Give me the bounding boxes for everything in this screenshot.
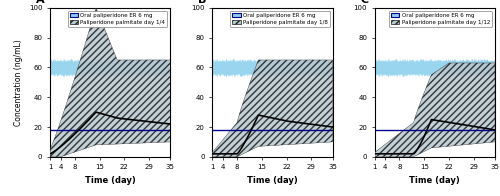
Legend: Oral paliperidone ER 6 mg, Paliperidone palmitate day 1/8: Oral paliperidone ER 6 mg, Paliperidone …	[230, 11, 330, 27]
Legend: Oral paliperidone ER 6 mg, Paliperidone palmitate day 1/4: Oral paliperidone ER 6 mg, Paliperidone …	[68, 11, 168, 27]
Y-axis label: Concentration (ng/mL): Concentration (ng/mL)	[14, 39, 24, 126]
X-axis label: Time (day): Time (day)	[247, 176, 298, 185]
Text: A: A	[36, 0, 44, 5]
Text: C: C	[360, 0, 368, 5]
X-axis label: Time (day): Time (day)	[410, 176, 460, 185]
Text: B: B	[198, 0, 206, 5]
Legend: Oral paliperidone ER 6 mg, Paliperidone palmitate day 1/12: Oral paliperidone ER 6 mg, Paliperidone …	[389, 11, 492, 27]
X-axis label: Time (day): Time (day)	[85, 176, 136, 185]
